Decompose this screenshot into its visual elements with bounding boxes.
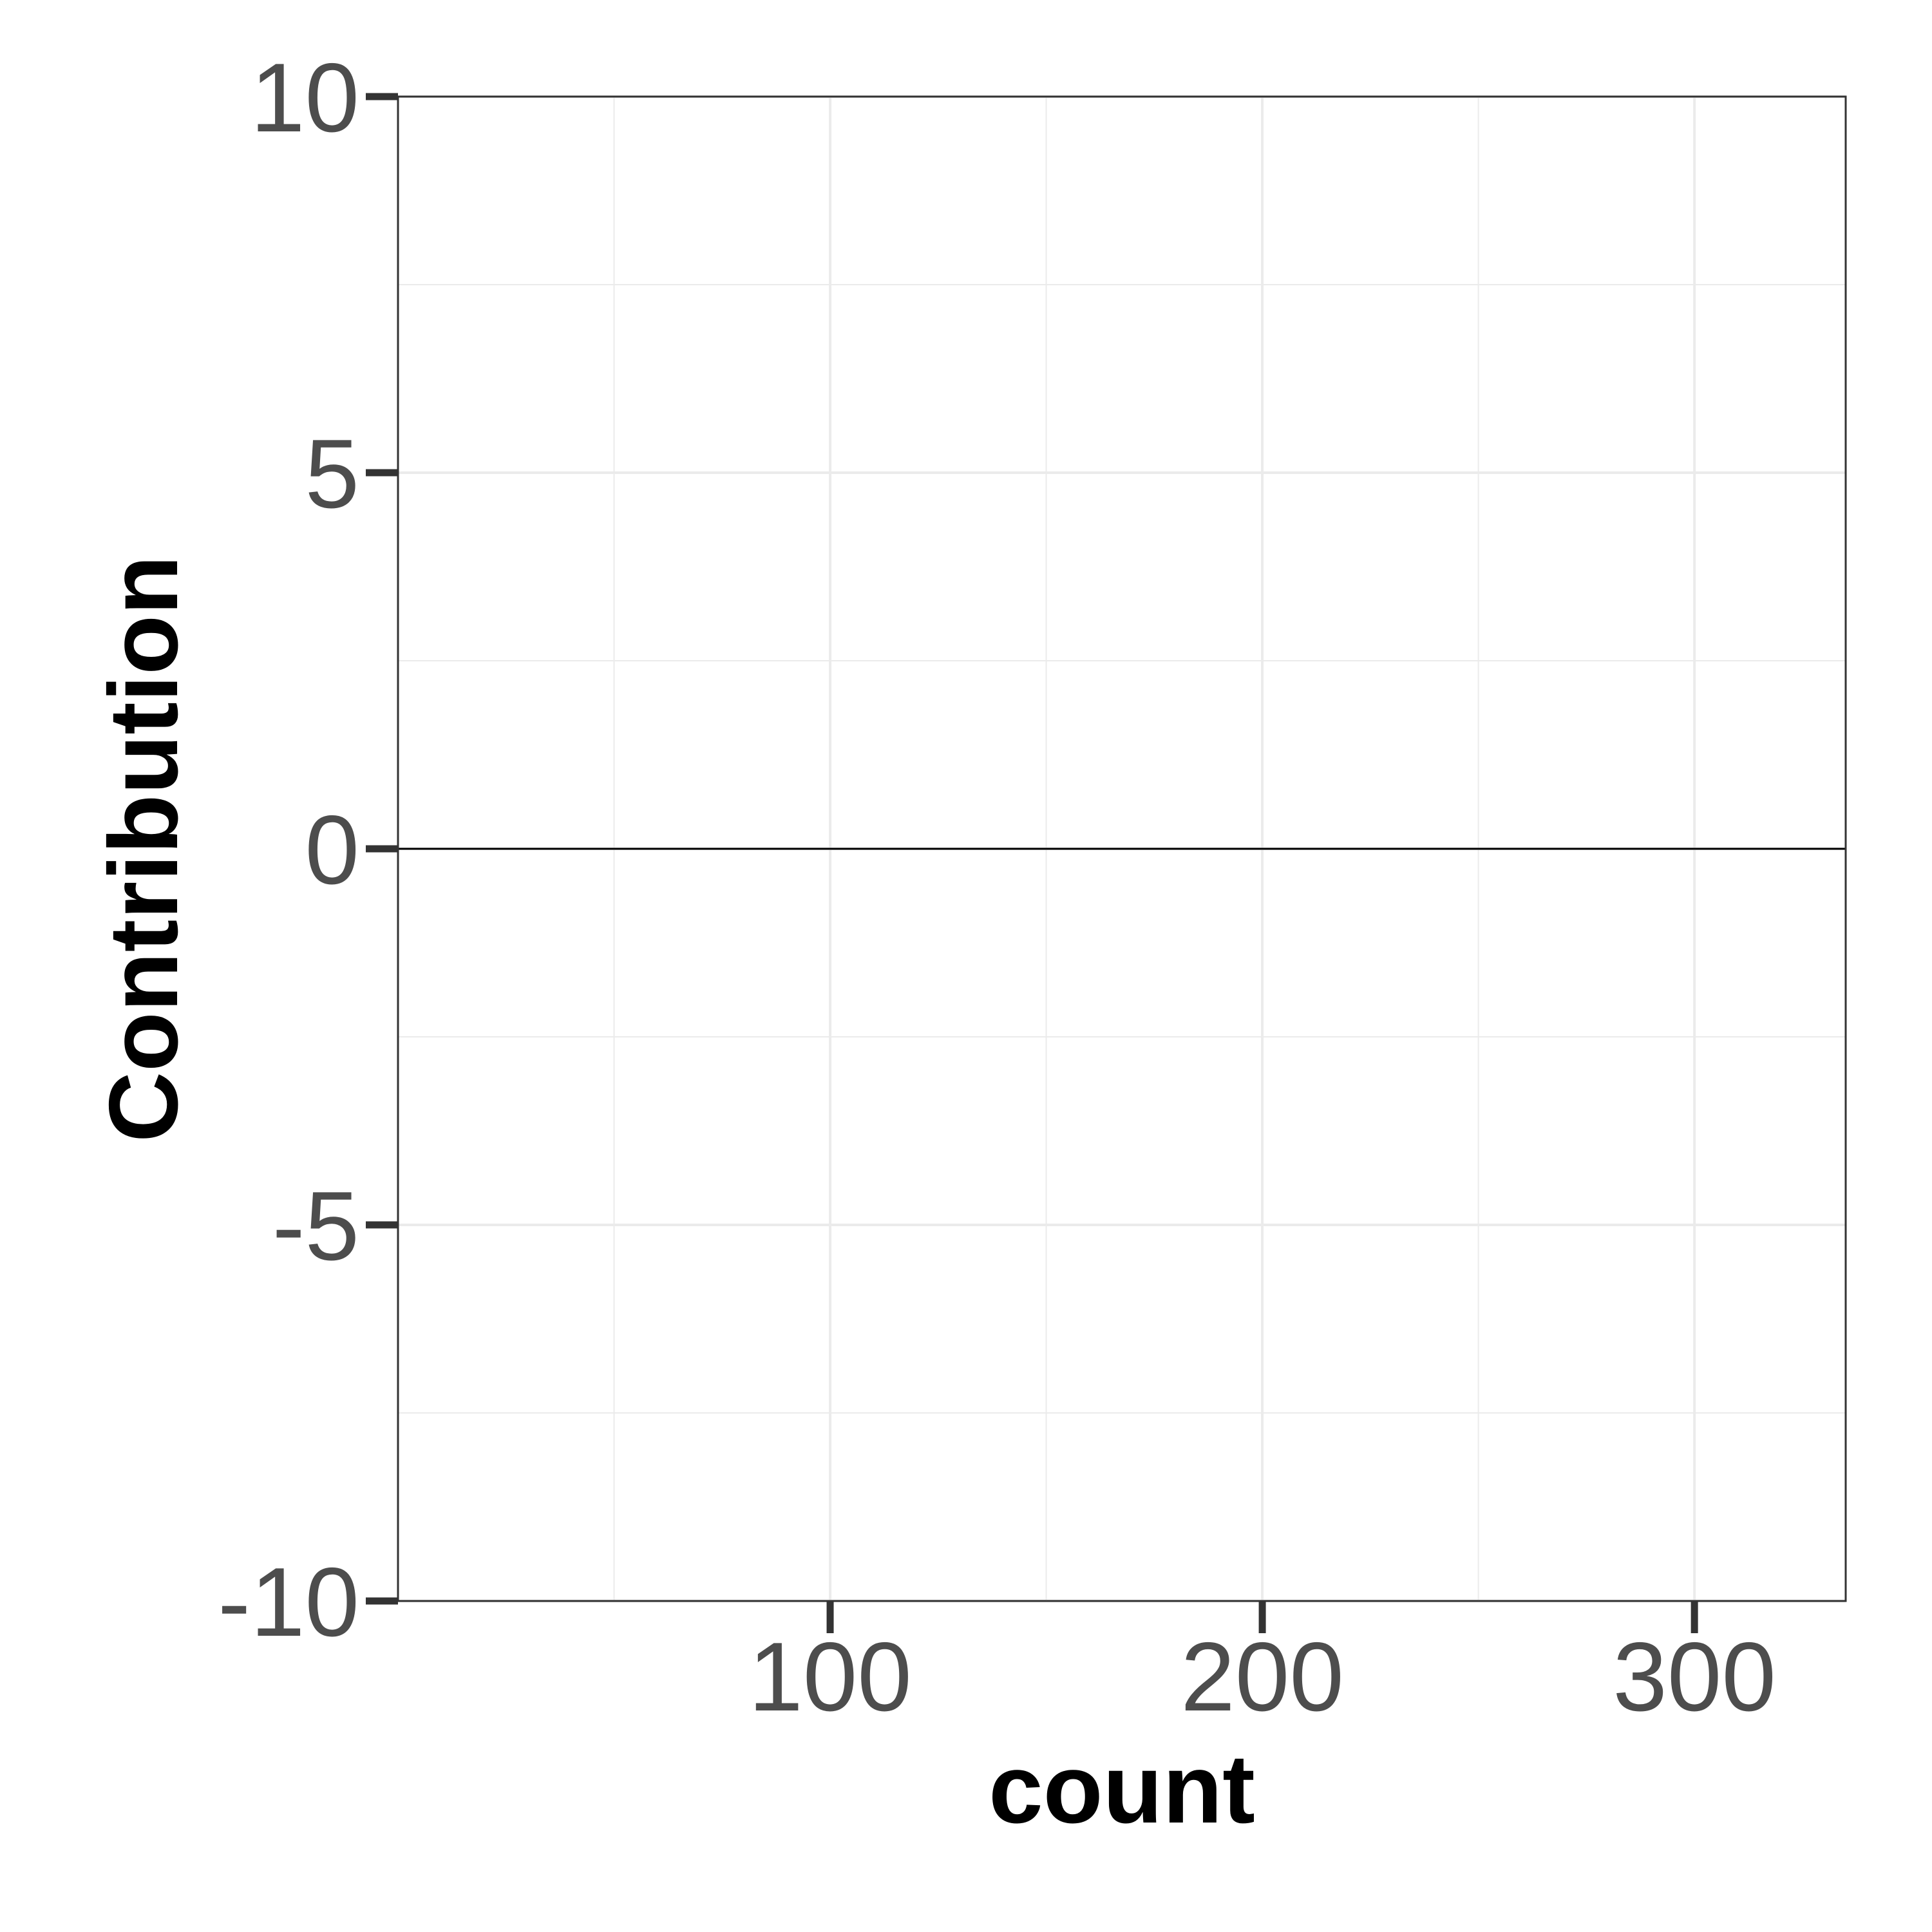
y-tick-label: 0 [305,795,359,905]
x-tick-label: 200 [1180,1622,1344,1732]
y-tick-label: -10 [218,1548,359,1657]
x-axis-title: count [989,1734,1255,1844]
x-tick-label: 100 [748,1622,912,1732]
y-tick-label: 10 [251,43,359,153]
x-tick-label: 300 [1613,1622,1776,1732]
y-axis-title: Contribution [89,555,198,1142]
y-axis: -10 -5 0 5 10 [218,43,398,1657]
y-tick-label: -5 [272,1171,359,1281]
y-tick-label: 5 [305,419,359,529]
x-axis: 100 200 300 [748,1601,1776,1732]
